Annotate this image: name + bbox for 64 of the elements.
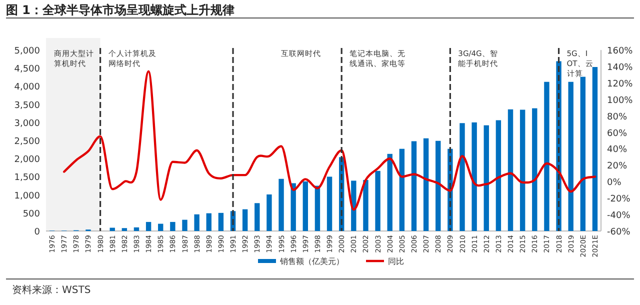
chart-title: 图 1：全球半导体市场呈现螺旋式上升规律: [6, 3, 235, 17]
bar: [278, 178, 284, 231]
y2-tick-label: 40%: [607, 145, 628, 156]
bar: [194, 214, 200, 231]
bar: [326, 176, 332, 231]
bar: [170, 222, 176, 231]
bar: [532, 108, 538, 231]
bar: [411, 141, 417, 231]
bar: [544, 82, 550, 231]
bar: [399, 148, 405, 231]
y-tick-label: 2,000: [14, 155, 40, 166]
bar: [460, 123, 465, 231]
legend-label: 同比: [388, 257, 404, 266]
bar: [302, 181, 308, 231]
bar: [520, 110, 526, 231]
y-tick-label: 1,000: [14, 191, 40, 202]
y-tick-label: 500: [22, 209, 40, 220]
y2-tick-label: -20%: [607, 194, 631, 205]
bar: [496, 120, 502, 231]
bar: [146, 222, 152, 231]
bar: [242, 209, 248, 231]
y-tick-label: 3,000: [14, 118, 40, 129]
bar: [266, 194, 272, 231]
bar: [592, 67, 598, 231]
bar: [158, 224, 164, 231]
bar: [254, 203, 260, 231]
y2-tick-label: 20%: [607, 162, 628, 172]
text: 资料来源：WSTS: [12, 284, 91, 296]
y-tick-label: 0: [34, 228, 40, 238]
bar: [375, 170, 380, 231]
bar: [314, 186, 320, 231]
bar: [110, 228, 115, 231]
bar: [568, 82, 574, 231]
bar: [218, 212, 224, 231]
legend-label: 销售额（亿美元）: [279, 257, 344, 266]
y2-tick-label: 0%: [607, 178, 622, 188]
line-series: [62, 70, 596, 211]
y-tick-label: 2,500: [14, 137, 40, 147]
bar: [484, 125, 489, 231]
y2-tick-label: -60%: [607, 228, 631, 238]
y2-tick-label: 120%: [607, 79, 634, 90]
y2-tick-label: 140%: [607, 62, 634, 73]
y2-tick-label: -40%: [607, 211, 631, 222]
y-tick-label: 1,500: [14, 173, 40, 184]
y-tick-label: 4,000: [14, 82, 40, 93]
bar: [134, 227, 140, 231]
bar: [423, 138, 429, 231]
y2-tick-label: 160%: [607, 46, 634, 56]
y2-tick-label: 60%: [607, 128, 628, 139]
bar: [580, 76, 586, 231]
y-tick-label: 5,000: [14, 46, 40, 56]
bar: [436, 140, 441, 231]
bar: [363, 180, 368, 231]
bar: [387, 154, 392, 231]
y-tick-label: 3,500: [14, 100, 40, 111]
bar: [472, 122, 477, 231]
bar: [182, 220, 188, 231]
y-tick-label: 4,500: [14, 64, 40, 75]
bar: [122, 228, 128, 231]
bar: [206, 213, 212, 231]
y2-tick-label: 80%: [607, 112, 628, 122]
y2-tick-label: 100%: [607, 96, 634, 106]
bar: [290, 183, 296, 231]
bar: [508, 109, 514, 231]
